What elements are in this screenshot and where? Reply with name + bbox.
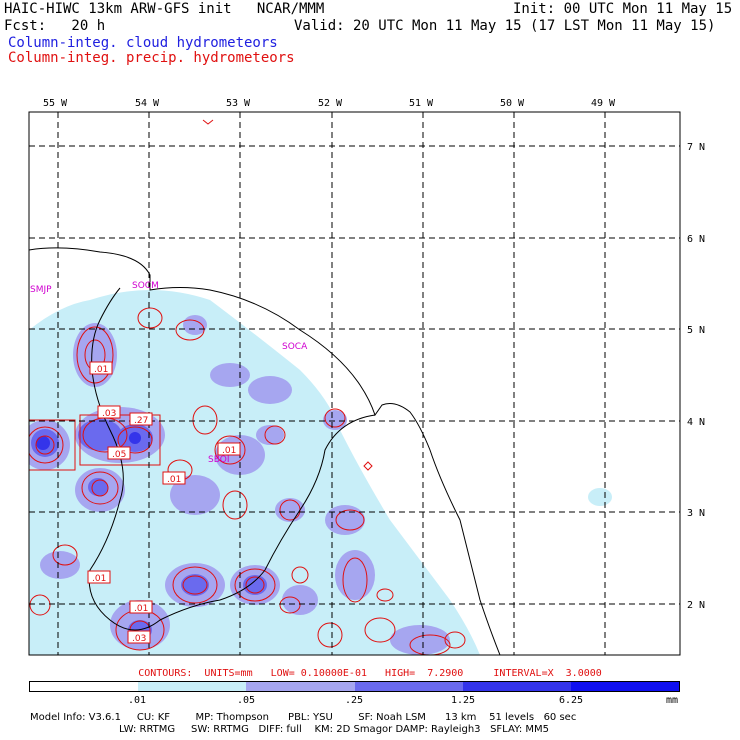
station-label: SOCA [282,342,308,352]
model-info-line2: LW: RRTMG SW: RRTMG DIFF: full KM: 2D Sm… [30,724,549,735]
plot-title: HAIC-HIWC 13km ARW-GFS init NCAR/MMM [4,1,325,17]
contour-label: .01 [92,574,106,584]
contours-info: CONTOURS: UNITS=mm LOW= 0.10000E-01 HIGH… [138,668,602,679]
contour-label: .27 [134,416,148,426]
colorbar-swatch [30,682,139,691]
contour-label: .01 [222,446,236,456]
lon-label: 50 W [500,98,525,109]
colorbar-swatch [570,682,680,691]
cloud-fill-darkest [36,432,141,450]
station-label: SOCM [132,281,159,291]
colorbar-label: .05 [236,695,256,706]
precip-contours [29,119,466,655]
contour-label-boxes [87,361,241,644]
colorbar [29,681,680,692]
lon-label: 53 W [226,98,251,109]
colorbar-label: 6.25 [558,695,584,706]
contour-label: .03 [132,634,146,644]
contour-label: .05 [112,450,126,460]
colorbar-swatch [462,682,571,691]
valid-time: Valid: 20 UTC Mon 11 May 15 (17 LST Mon … [294,18,716,34]
init-time: Init: 00 UTC Mon 11 May 15 [513,1,733,17]
lon-label: 51 W [409,98,434,109]
station-label: SMJP [30,285,52,295]
colorbar-label: .25 [344,695,364,706]
lat-label: 4 N [687,417,705,428]
lon-label: 49 W [591,98,616,109]
contour-label: .01 [94,365,108,375]
station-label: SBOI [208,455,229,465]
colorbar-swatch [138,682,247,691]
lon-label: 54 W [135,98,160,109]
colorbar-swatch [354,682,463,691]
lat-label: 6 N [687,234,705,245]
model-info-line1: Model Info: V3.6.1 CU: KF MP: Thompson P… [30,712,577,723]
contour-label: .01 [134,604,148,614]
colorbar-label: .01 [127,695,147,706]
lat-label: 5 N [687,325,705,336]
colorbar-units: mm [666,695,679,706]
lon-label: 55 W [43,98,68,109]
contour-label: .03 [102,409,116,419]
lat-label: 7 N [687,142,705,153]
colorbar-label: 1.25 [450,695,476,706]
map-frame [28,111,681,656]
lat-label: 2 N [687,600,705,611]
lon-label: 52 W [318,98,343,109]
field-precip-label: Column-integ. precip. hydrometeors [8,50,295,66]
lat-label: 3 N [687,508,705,519]
forecast-hour: Fcst: 20 h [4,18,106,34]
colorbar-swatch [246,682,355,691]
contour-label: .01 [167,475,181,485]
lat-lon-grid [29,112,680,655]
field-cloud-label: Column-integ. cloud hydrometeors [8,35,278,51]
